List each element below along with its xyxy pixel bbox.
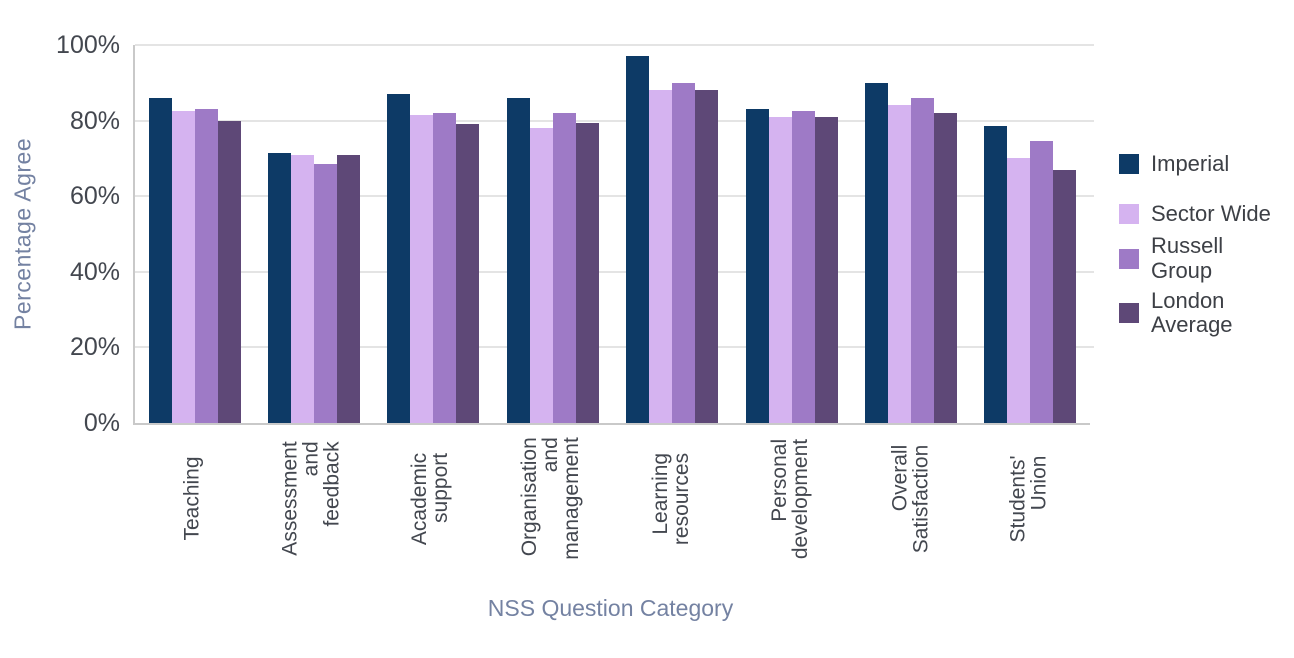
bar — [814, 116, 838, 423]
bar-group-4 — [613, 45, 732, 423]
bar — [984, 126, 1008, 423]
bar-group-1 — [254, 45, 373, 423]
x-category-label: Assessment and feedback — [278, 441, 344, 556]
gridline-60 — [135, 195, 1094, 198]
bar — [575, 122, 599, 423]
legend-label: London Average — [1151, 287, 1233, 337]
bar — [410, 114, 434, 423]
y-tick-label: 60% — [69, 182, 120, 211]
legend-swatch-icon — [1119, 248, 1139, 269]
bar — [552, 113, 576, 423]
bar — [887, 105, 911, 423]
x-category-label: Overall Satisfaction — [887, 444, 932, 553]
gridline-20 — [135, 346, 1094, 349]
bar-group-2 — [374, 45, 493, 423]
x-category-cell-4: Learning resources — [612, 432, 731, 565]
plot-area — [133, 44, 1094, 425]
bar — [529, 128, 553, 423]
bar — [217, 120, 241, 423]
x-category-cell-6: Overall Satisfaction — [851, 432, 970, 565]
bar — [171, 111, 195, 423]
x-category-cell-1: Assessment and feedback — [252, 432, 371, 565]
bar — [268, 152, 292, 423]
bar — [433, 113, 457, 423]
x-category-cell-0: Teaching — [133, 432, 252, 565]
bar — [864, 82, 888, 423]
bar — [649, 90, 673, 423]
bar — [695, 90, 719, 423]
x-axis-title: NSS Question Category — [487, 595, 734, 621]
bar — [1007, 158, 1031, 423]
x-category-label: Organisation and management — [517, 437, 583, 560]
bar — [745, 109, 769, 423]
x-category-label: Teaching — [180, 456, 204, 541]
bar-group-0 — [135, 45, 254, 423]
x-axis-category-labels: Teaching Assessment and feedback Academic … — [133, 432, 1088, 565]
legend-item: Imperial — [1119, 151, 1289, 176]
y-axis-tick-labels: 0% 20% 40% 60% 80% 100% — [0, 31, 120, 437]
x-category-label: Personal development — [768, 438, 813, 559]
gridline-100 — [135, 44, 1094, 46]
x-category-cell-5: Personal development — [730, 432, 850, 565]
bar — [194, 109, 218, 423]
bar — [910, 97, 934, 423]
legend-label: Russell Group — [1151, 233, 1224, 283]
x-category-label: Learning resources — [649, 452, 694, 545]
bar — [337, 154, 361, 423]
bar — [1030, 141, 1054, 423]
legend: Imperial Sector Wide Russell Group London A… — [1119, 151, 1289, 337]
legend-swatch-icon — [1119, 302, 1139, 323]
bar-groups — [135, 45, 1090, 423]
bar — [456, 124, 480, 423]
y-tick-label: 0% — [83, 409, 120, 437]
legend-label: Imperial — [1151, 151, 1230, 176]
bar — [314, 164, 338, 423]
bar-group-3 — [493, 45, 612, 423]
gridline-80 — [135, 119, 1094, 122]
x-category-cell-2: Academic support — [370, 432, 489, 565]
y-tick-label: 20% — [69, 333, 120, 362]
legend-label: Sector Wide — [1151, 201, 1271, 227]
y-tick-label: 100% — [56, 31, 120, 59]
bar-group-5 — [732, 45, 851, 423]
bar — [672, 82, 696, 423]
y-tick-label: 40% — [69, 257, 120, 286]
x-category-label: Students' Union — [1006, 455, 1051, 542]
gridline-40 — [135, 270, 1094, 273]
bar — [291, 154, 315, 423]
x-category-label: Academic support — [407, 452, 452, 545]
x-category-cell-7: Students' Union — [969, 432, 1088, 565]
bar-group-6 — [851, 45, 970, 423]
x-category-cell-3: Organisation and management — [489, 432, 612, 565]
legend-swatch-icon — [1119, 154, 1139, 175]
bar — [768, 116, 792, 423]
legend-item: London Average — [1119, 287, 1289, 337]
legend-item: Sector Wide — [1119, 201, 1289, 227]
legend-swatch-icon — [1119, 204, 1139, 225]
bar — [933, 113, 957, 423]
bar — [1053, 169, 1077, 423]
bar-group-7 — [971, 45, 1090, 423]
bar — [387, 94, 411, 423]
bar — [626, 56, 650, 423]
legend-item: Russell Group — [1119, 234, 1289, 282]
bar — [148, 97, 172, 423]
bar — [791, 111, 815, 423]
bar — [506, 97, 530, 423]
y-tick-label: 80% — [69, 106, 120, 135]
